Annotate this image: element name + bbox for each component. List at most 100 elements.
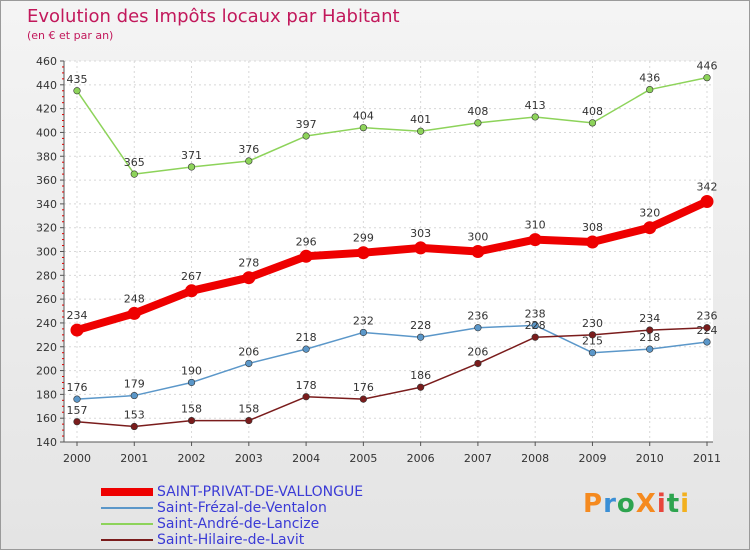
y-minor-tick	[62, 245, 64, 247]
y-minor-tick	[62, 66, 64, 68]
y-tick-label: 160	[36, 412, 57, 425]
data-point	[187, 378, 196, 387]
legend-label: SAINT-PRIVAT-DE-VALLONGUE	[157, 484, 364, 500]
data-label: 299	[353, 232, 374, 245]
data-label: 236	[467, 310, 488, 323]
data-label: 435	[67, 73, 88, 86]
y-tick-label: 240	[36, 317, 57, 330]
legend-item: Saint-Hilaire-de-Lavit	[101, 532, 363, 548]
y-minor-tick	[62, 352, 64, 354]
y-minor-tick	[62, 149, 64, 151]
y-minor-tick	[62, 423, 64, 425]
data-point	[474, 359, 482, 368]
data-point	[70, 323, 84, 337]
chart-title: Evolution des Impôts locaux par Habitant	[27, 6, 400, 27]
data-point	[588, 331, 597, 339]
legend-item: Saint-Frézal-de-Ventalon	[101, 500, 363, 516]
x-tick-label: 2001	[120, 452, 148, 465]
data-label: 371	[181, 149, 202, 162]
data-label: 248	[124, 292, 145, 305]
data-point	[302, 132, 310, 140]
data-point	[703, 338, 711, 346]
data-label: 397	[296, 118, 317, 131]
y-minor-tick	[62, 137, 64, 139]
legend-swatch	[101, 507, 153, 509]
y-minor-tick	[62, 191, 64, 193]
y-tick-label: 440	[36, 79, 57, 92]
data-label: 365	[124, 156, 145, 169]
y-minor-tick	[62, 429, 64, 431]
data-label: 206	[467, 345, 488, 358]
y-minor-tick	[62, 411, 64, 413]
legend: SAINT-PRIVAT-DE-VALLONGUE Saint-Frézal-d…	[101, 484, 363, 548]
data-label: 157	[67, 404, 88, 417]
data-point	[531, 333, 539, 341]
data-point	[245, 157, 253, 165]
data-label: 186	[410, 369, 431, 382]
data-point	[127, 306, 141, 320]
y-minor-tick	[62, 292, 64, 294]
legend-item: SAINT-PRIVAT-DE-VALLONGUE	[101, 484, 363, 500]
data-point	[73, 395, 81, 403]
y-tick-label: 180	[36, 388, 57, 401]
data-point	[73, 87, 81, 95]
data-label: 206	[238, 345, 259, 358]
data-label: 234	[639, 312, 660, 325]
data-point	[130, 391, 138, 400]
y-tick-label: 460	[36, 55, 57, 68]
y-tick-label: 420	[36, 103, 57, 116]
x-tick-label: 2004	[292, 452, 320, 465]
data-point	[359, 124, 367, 132]
y-minor-tick	[62, 405, 64, 407]
y-tick-label: 220	[36, 341, 57, 354]
y-minor-tick	[62, 96, 64, 98]
data-point	[646, 345, 654, 353]
data-point	[359, 328, 367, 337]
data-point	[417, 383, 425, 391]
data-label: 267	[181, 270, 202, 283]
y-tick-label: 140	[36, 436, 57, 449]
data-point	[703, 324, 711, 332]
y-tick-label: 360	[36, 174, 57, 187]
data-point	[474, 324, 482, 332]
y-minor-tick	[62, 120, 64, 122]
data-label: 228	[525, 319, 546, 332]
data-point	[187, 163, 196, 171]
x-tick-label: 2010	[636, 452, 664, 465]
legend-item: Saint-André-de-Lancize	[101, 516, 363, 532]
y-minor-tick	[62, 143, 64, 145]
data-point	[299, 249, 313, 263]
y-minor-tick	[62, 215, 64, 217]
data-point	[417, 333, 425, 341]
y-tick-label: 400	[36, 126, 57, 139]
y-minor-tick	[62, 239, 64, 241]
y-minor-tick	[62, 167, 64, 169]
data-point	[417, 127, 425, 135]
data-label: 176	[67, 381, 88, 394]
data-point	[588, 349, 597, 357]
y-minor-tick	[62, 435, 64, 437]
y-minor-tick	[62, 268, 64, 270]
data-label: 278	[238, 257, 259, 270]
data-point	[531, 113, 539, 121]
data-label: 342	[697, 180, 718, 193]
series-line	[76, 76, 708, 175]
data-point	[130, 170, 138, 178]
y-minor-tick	[62, 114, 64, 116]
data-point	[588, 119, 597, 127]
data-label: 436	[639, 72, 660, 85]
data-label: 190	[181, 364, 202, 377]
y-minor-tick	[62, 233, 64, 235]
y-tick-label: 200	[36, 365, 57, 378]
data-point	[643, 221, 657, 235]
y-minor-tick	[62, 280, 64, 282]
y-tick-label: 260	[36, 293, 57, 306]
proxiti-logo: ProXiti	[583, 489, 691, 519]
y-minor-tick	[62, 173, 64, 175]
data-label: 300	[467, 231, 488, 244]
chart-subtitle: (en € et par an)	[27, 29, 114, 42]
data-point	[302, 393, 310, 401]
y-minor-tick	[62, 328, 64, 330]
data-label: 446	[697, 60, 718, 73]
